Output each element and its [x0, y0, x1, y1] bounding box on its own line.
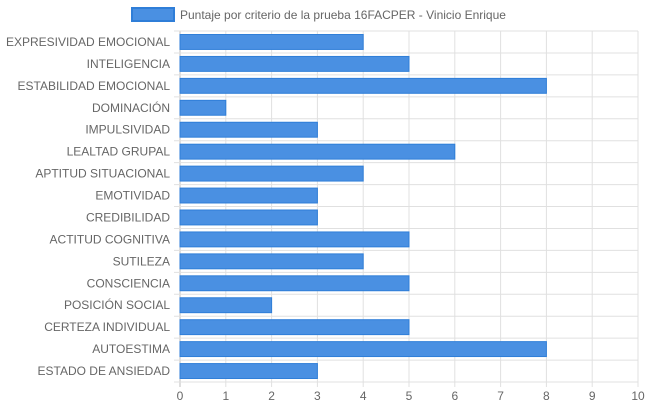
category-label: ACTITUD COGNITIVA [50, 232, 170, 246]
legend-swatch[interactable] [131, 7, 175, 22]
bar[interactable] [179, 319, 410, 336]
bar[interactable] [179, 341, 547, 358]
bar[interactable] [179, 253, 364, 270]
category-labels: EXPRESIVIDAD EMOCIONAL INTELIGENCIA ESTABI… [6, 35, 170, 378]
category-label: INTELIGENCIA [87, 57, 170, 71]
category-label: CONSCIENCIA [87, 276, 170, 290]
x-tick-label: 0 [177, 389, 184, 403]
category-label: POSICIÓN SOCIAL [64, 297, 170, 312]
x-tick-label: 4 [360, 389, 367, 403]
category-label: ESTADO DE ANSIEDAD [38, 364, 171, 378]
category-label: SUTILEZA [113, 254, 170, 268]
category-label: ESTABILIDAD EMOCIONAL [18, 79, 171, 93]
category-label: CERTEZA INDIVIDUAL [44, 320, 170, 334]
x-tick-label: 1 [222, 389, 229, 403]
category-label: IMPULSIVIDAD [85, 123, 170, 137]
category-label: EMOTIVIDAD [95, 189, 170, 203]
category-label: DOMINACIÓN [92, 100, 170, 115]
bar[interactable] [179, 121, 318, 138]
legend-label[interactable]: Puntaje por criterio de la prueba 16FACP… [180, 8, 506, 22]
category-label: EXPRESIVIDAD EMOCIONAL [6, 35, 170, 49]
x-tick-label: 10 [631, 389, 645, 403]
x-tick-label: 2 [268, 389, 275, 403]
bar[interactable] [179, 165, 364, 182]
bar[interactable] [179, 209, 318, 226]
bar[interactable] [179, 99, 227, 116]
x-tick-label: 6 [451, 389, 458, 403]
bar[interactable] [179, 275, 410, 292]
bar[interactable] [179, 143, 456, 160]
bar[interactable] [179, 77, 547, 94]
bar[interactable] [179, 297, 273, 314]
x-tick-label: 8 [543, 389, 550, 403]
bar[interactable] [179, 187, 318, 204]
category-label: APTITUD SITUACIONAL [35, 167, 170, 181]
category-label: CREDIBILIDAD [86, 210, 170, 224]
bar[interactable] [179, 231, 410, 248]
x-axis-ticks: 0 1 2 3 4 5 6 7 8 9 10 [177, 389, 645, 403]
bar[interactable] [179, 363, 318, 379]
category-label: AUTOESTIMA [92, 342, 170, 356]
x-tick-label: 9 [589, 389, 596, 403]
x-tick-label: 7 [497, 389, 504, 403]
legend[interactable]: Puntaje por criterio de la prueba 16FACP… [131, 7, 506, 22]
category-label: LEALTAD GRUPAL [67, 145, 171, 159]
x-tick-label: 3 [314, 389, 321, 403]
bars [179, 34, 547, 379]
x-tick-label: 5 [406, 389, 413, 403]
bar[interactable] [179, 34, 364, 50]
bar[interactable] [179, 55, 410, 72]
